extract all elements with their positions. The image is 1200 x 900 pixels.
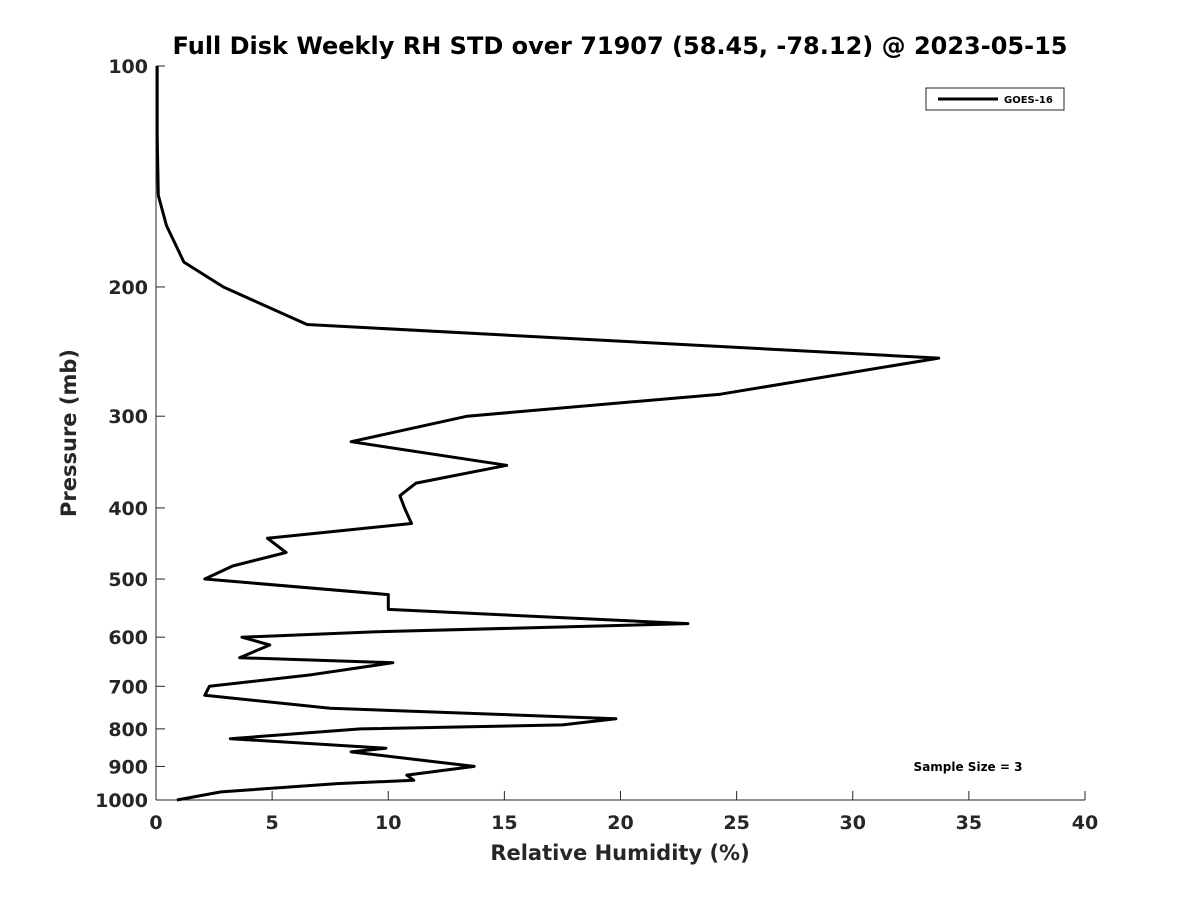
y-tick-label: 1000 [95,790,148,812]
x-ticks: 0 5 10 15 20 25 30 35 40 [149,791,1098,834]
x-tick-label: 35 [956,812,982,834]
x-tick-label: 15 [491,812,517,834]
series-line-goes-16 [155,66,941,802]
y-tick-label: 600 [108,627,148,649]
y-tick-label: 200 [108,277,148,299]
y-ticks: 100 200 300 400 500 600 700 800 900 1000 [95,56,165,812]
y-tick-label: 900 [108,756,148,778]
y-tick-label: 800 [108,719,148,741]
y-tick-label: 700 [108,676,148,698]
legend-label: GOES-16 [1004,95,1053,106]
x-tick-label: 25 [723,812,749,834]
sample-size-annotation: Sample Size = 3 [914,760,1023,774]
x-tick-label: 10 [375,812,401,834]
x-tick-label: 20 [607,812,633,834]
chart-title: Full Disk Weekly RH STD over 71907 (58.4… [173,32,1068,60]
x-tick-label: 30 [840,812,866,834]
legend: GOES-16 [925,87,1065,111]
x-tick-label: 0 [149,812,162,834]
y-tick-label: 500 [108,569,148,591]
x-tick-label: 5 [266,812,279,834]
x-tick-label: 40 [1072,812,1098,834]
plot-area [155,66,1085,801]
y-axis-label: Pressure (mb) [57,349,81,517]
y-tick-label: 100 [108,56,148,78]
plot-frame [156,66,1085,800]
x-axis-label: Relative Humidity (%) [490,841,749,865]
y-tick-label: 400 [108,498,148,520]
y-tick-label: 300 [108,406,148,428]
